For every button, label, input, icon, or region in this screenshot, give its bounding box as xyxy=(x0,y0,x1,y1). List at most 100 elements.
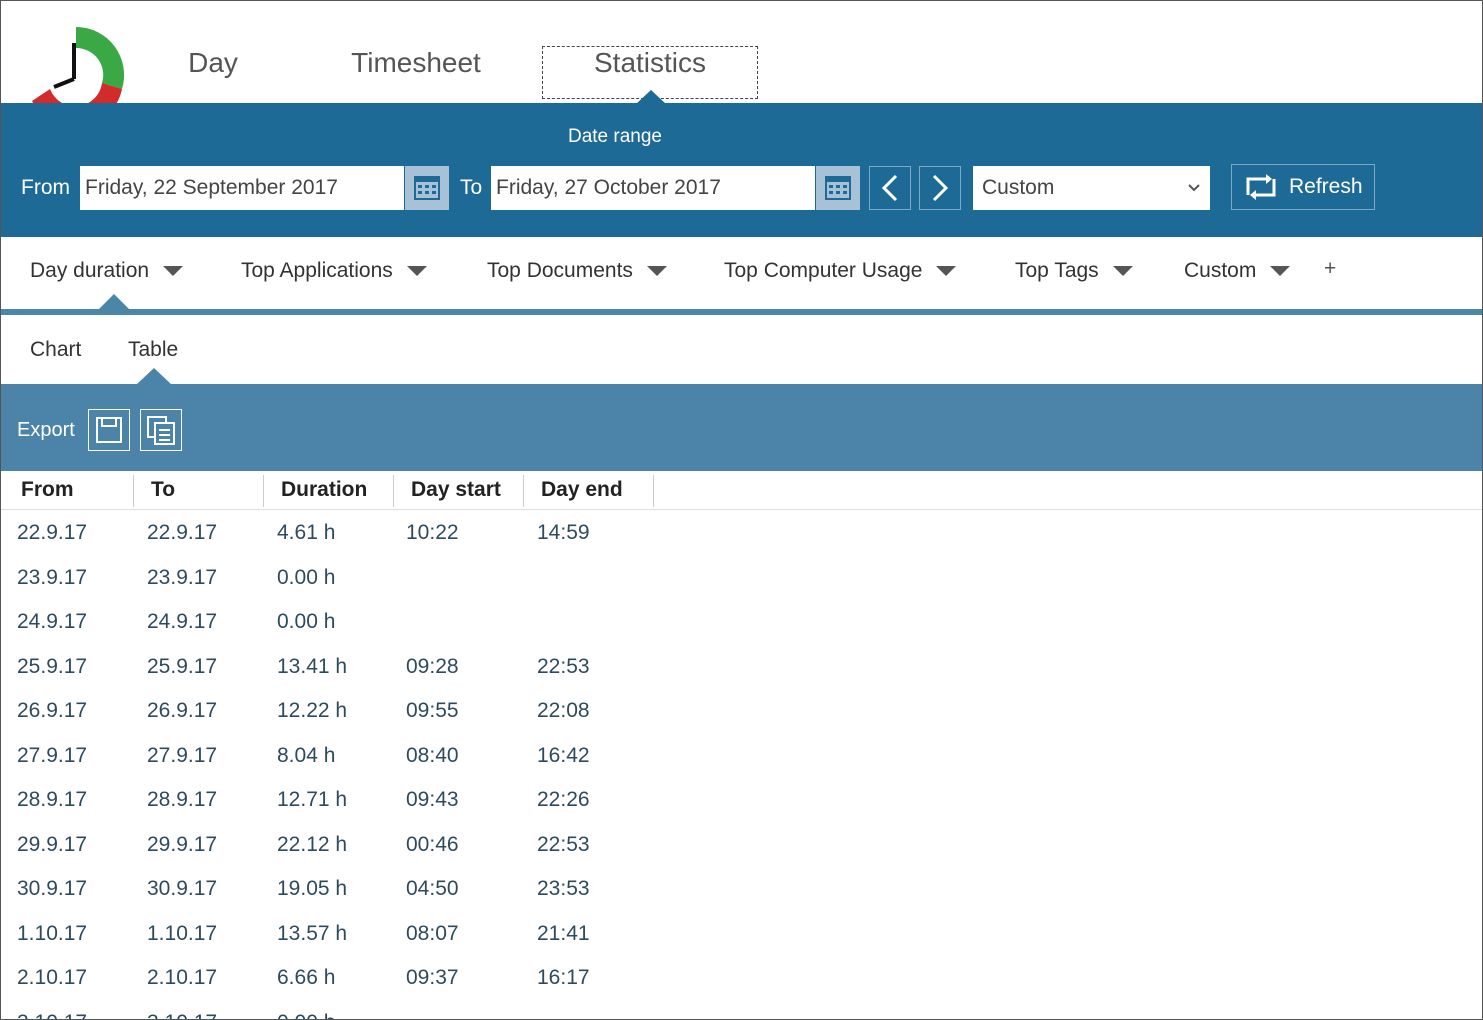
table-cell: 30.9.17 xyxy=(17,877,87,901)
view-tab[interactable]: Chart xyxy=(30,338,81,362)
table-cell: 00:46 xyxy=(406,833,459,857)
table-cell: 14:59 xyxy=(537,521,590,545)
table-cell: 2.10.17 xyxy=(17,966,87,990)
dropdown-arrow[interactable] xyxy=(647,266,667,276)
column-header[interactable]: From xyxy=(21,478,74,502)
pointer xyxy=(636,89,666,104)
table-cell: 30.9.17 xyxy=(147,877,217,901)
nav-tab[interactable]: Timesheet xyxy=(351,47,481,79)
report-tab[interactable]: Top Applications xyxy=(241,259,393,283)
dropdown-arrow[interactable] xyxy=(936,266,956,276)
table-cell: 09:55 xyxy=(406,699,459,723)
table-cell: 24.9.17 xyxy=(147,610,217,634)
table-cell: 04:50 xyxy=(406,877,459,901)
table-cell: 8.04 h xyxy=(277,744,335,768)
table-cell: 2.10.17 xyxy=(147,966,217,990)
dropdown-arrow[interactable] xyxy=(1113,266,1133,276)
table-cell: 22:08 xyxy=(537,699,590,723)
table-cell: 09:43 xyxy=(406,788,459,812)
table-cell: 25.9.17 xyxy=(17,655,87,679)
prev-button[interactable] xyxy=(869,166,911,210)
table-cell: 3.10.17 xyxy=(147,1011,217,1020)
table-cell: 28.9.17 xyxy=(17,788,87,812)
refresh-button[interactable]: Refresh xyxy=(1231,164,1375,210)
table-cell: 16:17 xyxy=(537,966,590,990)
table-cell: 24.9.17 xyxy=(17,610,87,634)
table-cell: 22.9.17 xyxy=(147,521,217,545)
table-cell: 22:53 xyxy=(537,833,590,857)
column-separator xyxy=(653,475,654,507)
dropdown-arrow[interactable] xyxy=(163,266,183,276)
export-label: Export xyxy=(17,419,75,442)
to-label: To xyxy=(460,176,482,200)
column-header[interactable]: Day end xyxy=(541,478,623,502)
next-button[interactable] xyxy=(919,166,961,210)
table-cell: 26.9.17 xyxy=(17,699,87,723)
table-cell: 6.66 h xyxy=(277,966,335,990)
table-cell: 09:28 xyxy=(406,655,459,679)
table-cell: 23:53 xyxy=(537,877,590,901)
table-cell: 26.9.17 xyxy=(147,699,217,723)
dropdown-arrow[interactable] xyxy=(1270,266,1290,276)
dropdown-arrow[interactable] xyxy=(407,266,427,276)
table-cell: 22:26 xyxy=(537,788,590,812)
table-cell: 10:22 xyxy=(406,521,459,545)
column-header[interactable]: Duration xyxy=(281,478,367,502)
report-tab[interactable]: Day duration xyxy=(30,259,149,283)
calendar-button[interactable] xyxy=(405,166,449,210)
preset-select[interactable]: Custom xyxy=(973,166,1210,210)
table-cell: 4.61 h xyxy=(277,521,335,545)
table-cell: 0.00 h xyxy=(277,1011,335,1020)
pointer xyxy=(136,367,172,385)
nav-tab-selected[interactable]: Statistics xyxy=(594,47,706,79)
report-tab[interactable]: Top Documents xyxy=(487,259,633,283)
table-cell: 13.57 h xyxy=(277,922,347,946)
table-cell: 1.10.17 xyxy=(17,922,87,946)
column-separator xyxy=(263,475,264,507)
calendar-button[interactable] xyxy=(816,166,860,210)
table-cell: 12.22 h xyxy=(277,699,347,723)
save-button[interactable] xyxy=(88,409,130,451)
table-cell: 19.05 h xyxy=(277,877,347,901)
divider xyxy=(1,309,1482,315)
table-cell: 29.9.17 xyxy=(17,833,87,857)
column-separator xyxy=(393,475,394,507)
add-tab[interactable]: + xyxy=(1324,257,1336,281)
column-header[interactable]: To xyxy=(151,478,175,502)
table-cell: 09:37 xyxy=(406,966,459,990)
table-cell: 3.10.17 xyxy=(17,1011,87,1020)
table-cell: 28.9.17 xyxy=(147,788,217,812)
from-input[interactable]: Friday, 22 September 2017 xyxy=(80,166,404,210)
table-cell: 1.10.17 xyxy=(147,922,217,946)
copy-button[interactable] xyxy=(140,409,182,451)
table-cell: 23.9.17 xyxy=(17,566,87,590)
refresh-label: Refresh xyxy=(1289,175,1363,199)
report-tab[interactable]: Top Computer Usage xyxy=(724,259,922,283)
to-input[interactable]: Friday, 27 October 2017 xyxy=(491,166,815,210)
table-cell: 22:53 xyxy=(537,655,590,679)
table-cell: 27.9.17 xyxy=(147,744,217,768)
export-bar xyxy=(1,384,1482,471)
report-tab[interactable]: Custom xyxy=(1184,259,1256,283)
table-cell: 0.00 h xyxy=(277,566,335,590)
table-cell: 29.9.17 xyxy=(147,833,217,857)
table-cell: 21:41 xyxy=(537,922,590,946)
column-separator xyxy=(133,475,134,507)
table-cell: 12.71 h xyxy=(277,788,347,812)
header-rule xyxy=(1,509,1482,510)
table-cell: 16:42 xyxy=(537,744,590,768)
column-header[interactable]: Day start xyxy=(411,478,501,502)
view-tab-selected[interactable]: Table xyxy=(128,338,178,362)
nav-tab[interactable]: Day xyxy=(188,47,238,79)
from-label: From xyxy=(21,176,70,200)
preset-value: Custom xyxy=(982,176,1054,199)
column-separator xyxy=(523,475,524,507)
table-cell: 22.9.17 xyxy=(17,521,87,545)
report-tab[interactable]: Top Tags xyxy=(1015,259,1099,283)
table-cell: 13.41 h xyxy=(277,655,347,679)
table-cell: 22.12 h xyxy=(277,833,347,857)
table-cell: 23.9.17 xyxy=(147,566,217,590)
table-cell: 08:40 xyxy=(406,744,459,768)
